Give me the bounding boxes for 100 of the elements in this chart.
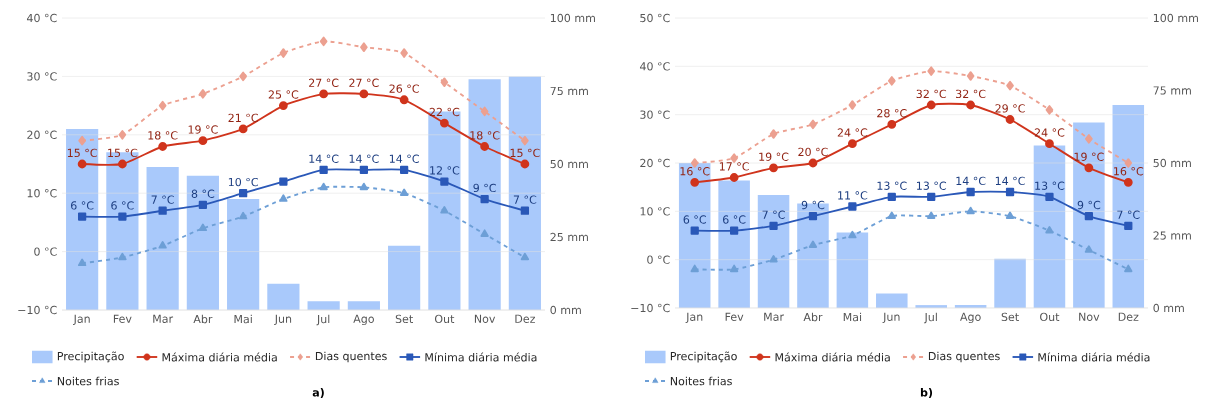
point: [360, 42, 368, 53]
y2-tick-label: 0 mm: [550, 305, 581, 315]
bar: [876, 293, 908, 308]
bar: [718, 180, 750, 308]
x-tick-label: Ago: [960, 312, 981, 324]
point: [520, 206, 530, 215]
point: [1084, 212, 1094, 221]
point: [238, 211, 248, 220]
point: [158, 142, 168, 151]
point: [77, 258, 87, 267]
bar: [307, 301, 340, 310]
x-tick-label: Abr: [193, 314, 213, 324]
x-tick-label: Mar: [153, 314, 174, 323]
point: [769, 221, 778, 230]
data-label: 19 °C: [1074, 152, 1104, 161]
legend-label: Mínima diária média: [1038, 352, 1150, 362]
point: [1124, 264, 1133, 273]
point: [158, 100, 167, 111]
point: [690, 264, 699, 273]
data-label: 15 °C: [510, 148, 540, 158]
point: [118, 252, 127, 261]
data-label: 15 °C: [67, 148, 97, 158]
x-tick-label: Dez: [1118, 312, 1139, 321]
point: [729, 173, 739, 182]
y-tick-label: 50 °C: [640, 13, 670, 23]
data-label: 29 °C: [995, 104, 1025, 113]
point: [198, 136, 208, 146]
y-tick-label: −10 °C: [18, 305, 57, 315]
point: [1045, 139, 1054, 149]
point: [118, 130, 127, 140]
point: [966, 71, 975, 81]
point: [848, 230, 857, 239]
data-label: 9 °C: [473, 183, 496, 193]
data-label: 7 °C: [513, 195, 537, 204]
data-label: 9 °C: [1077, 200, 1101, 210]
y2-tick-label: 75 mm: [550, 86, 588, 96]
data-label: 18 °C: [470, 131, 500, 140]
point: [359, 165, 369, 174]
y-tick-label: 30 °C: [27, 72, 57, 81]
x-tick-label: Ago: [353, 314, 374, 326]
bar: [267, 283, 300, 310]
y2-tick-label: 75 mm: [1153, 86, 1191, 95]
point: [966, 100, 976, 110]
x-tick-label: Out: [1040, 312, 1060, 322]
x-tick-label: Out: [434, 314, 455, 324]
point: [440, 206, 449, 214]
y2-tick-label: 50 mm: [1153, 158, 1191, 168]
data-label: 17 °C: [719, 162, 749, 171]
legend-label: Precipitação: [57, 351, 124, 363]
point: [319, 182, 328, 191]
point: [440, 177, 449, 186]
point: [729, 226, 739, 235]
point: [77, 212, 87, 221]
point: [769, 255, 778, 263]
x-tick-label: Set: [1001, 312, 1019, 322]
point: [278, 101, 288, 111]
x-tick-label: Dez: [515, 314, 535, 323]
y-tick-label: 0 °C: [647, 255, 670, 264]
x-tick-label: Jun: [882, 312, 900, 323]
y2-tick-label: 25 mm: [1153, 231, 1191, 240]
data-label: 13 °C: [1035, 181, 1065, 190]
point: [690, 177, 700, 187]
data-label: 28 °C: [877, 109, 907, 118]
legend-label: Dias quentes: [928, 351, 1000, 363]
data-label: 13 °C: [877, 181, 907, 190]
data-label: 21 °C: [228, 113, 258, 123]
y-tick-label: 20 °C: [27, 130, 57, 139]
text: a): [312, 388, 324, 398]
data-label: 13 °C: [917, 181, 947, 190]
point: [198, 223, 208, 232]
point: [1005, 187, 1015, 197]
point: [521, 135, 529, 146]
point: [440, 77, 449, 88]
data-label: 14 °C: [956, 176, 986, 186]
x-tick-label: Jun: [274, 314, 292, 325]
point: [359, 89, 369, 99]
data-label: 16 °C: [680, 167, 710, 176]
legend-label: Noites frias: [57, 376, 119, 386]
point: [887, 192, 896, 201]
point: [199, 89, 207, 99]
point: [1045, 192, 1054, 201]
point: [399, 188, 409, 197]
data-label: 9 °C: [801, 200, 825, 210]
data-label: 20 °C: [798, 147, 828, 157]
point: [480, 194, 489, 204]
point: [966, 187, 975, 197]
point: [400, 48, 408, 58]
y-tick-label: 20 °C: [640, 158, 670, 168]
point: [520, 159, 530, 169]
point: [319, 165, 328, 174]
y2-tick-label: 50 mm: [550, 159, 588, 169]
y-tick-label: 40 °C: [26, 13, 57, 23]
bar: [1033, 145, 1066, 308]
data-label: 32 °C: [916, 89, 947, 99]
bar: [347, 301, 380, 310]
point: [1123, 177, 1133, 187]
point: [319, 36, 328, 47]
point: [158, 241, 167, 249]
point: [848, 100, 857, 110]
data-label: 22 °C: [429, 107, 460, 117]
